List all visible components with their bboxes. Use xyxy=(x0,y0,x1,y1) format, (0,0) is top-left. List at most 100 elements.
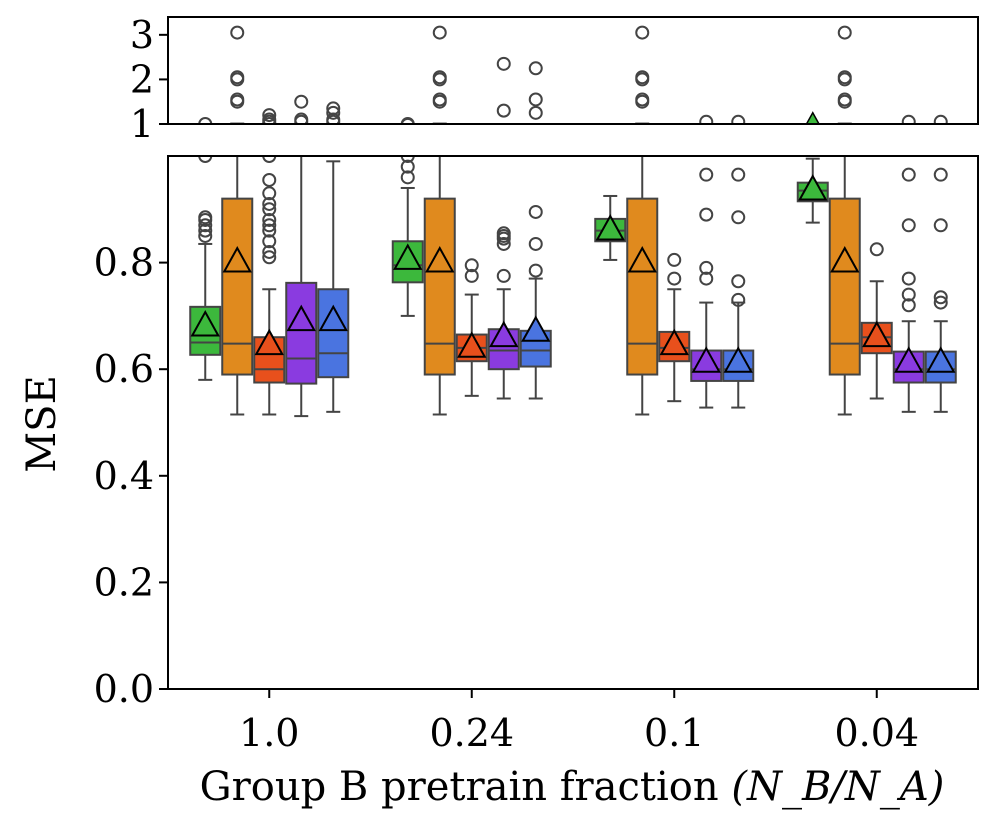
main-plot-area xyxy=(189,156,957,418)
outlier-top-g0-b4-2 xyxy=(326,105,341,120)
outlier-main-g0-b2-0 xyxy=(262,250,277,265)
outlier-top-g0-b2-12 xyxy=(262,112,277,124)
outlier-main-g3-b3-0 xyxy=(901,298,916,313)
axes-text: MSE Group B pretrain fraction (N_B/N_A) xyxy=(19,375,944,810)
outlier-top-g1-b1-4 xyxy=(432,25,447,40)
outlier-top-g0-b3-1 xyxy=(294,112,309,124)
mean-marker-g0-b4 xyxy=(318,304,348,332)
outlier-top-g2-b4-4 xyxy=(731,114,746,124)
outlier-top-g3-b4-4 xyxy=(933,114,948,124)
mean-marker-g3-b3 xyxy=(894,346,924,373)
top-panel: 123 xyxy=(130,13,979,146)
mean-marker-g1-b2 xyxy=(457,331,487,358)
y-tick-label-top-0: 1 xyxy=(130,102,154,146)
outlier-main-g0-b2-10 xyxy=(262,156,277,163)
main-panel: 0.0 0.2 0.4 0.6 0.8 1.0 0.24 0.1 0.04 xyxy=(94,155,979,755)
y-tick-label-main-2: 0.4 xyxy=(94,454,154,498)
outlier-top-g0-b1-3 xyxy=(230,70,245,85)
outlier-top-g3-b3-5 xyxy=(901,114,916,124)
box-g3-b1 xyxy=(828,197,861,376)
outlier-top-g0-b1-1 xyxy=(230,92,245,107)
outlier-main-g3-b4-3 xyxy=(933,167,948,182)
y-tick-label-main-1: 0.2 xyxy=(94,560,154,604)
x-axis-label-text: Group B pretrain fraction xyxy=(200,764,719,810)
mean-marker-g3-b1 xyxy=(830,246,860,273)
outlier-main-g0-b2-7 xyxy=(262,196,277,211)
y-tick-label-main-4: 0.8 xyxy=(94,241,154,285)
x-tick-label-2: 0.1 xyxy=(644,711,704,755)
mean-marker-g0-b3 xyxy=(286,304,316,332)
outlier-main-g1-b0-0 xyxy=(400,170,415,185)
outlier-top-g3-b1-4 xyxy=(837,25,852,40)
x-tick-label-3: 0.04 xyxy=(834,711,919,755)
outlier-top-g3-b1-3 xyxy=(837,70,852,85)
outlier-top-g3-b1-1 xyxy=(837,92,852,107)
outlier-main-g1-b3-4 xyxy=(496,226,511,241)
outlier-main-g0-b2-5 xyxy=(262,212,277,227)
outlier-top-g1-b4-3 xyxy=(528,105,543,120)
outlier-main-g1-b2-1 xyxy=(464,258,479,273)
mean-marker-g2-b1 xyxy=(627,246,657,273)
y-tick-label-top-2: 3 xyxy=(130,13,154,57)
outlier-main-g0-b0-2 xyxy=(198,218,213,233)
outlier-main-g2-b2-0 xyxy=(667,271,682,286)
mean-marker-g1-b0 xyxy=(393,243,423,270)
outlier-main-g1-b0-1 xyxy=(400,159,415,174)
mean-marker-g0-b0 xyxy=(190,309,220,337)
mean-marker-g1-b4 xyxy=(521,315,551,342)
mean-marker-g1-b1 xyxy=(425,246,455,273)
outlier-main-g2-b4-3 xyxy=(731,167,746,182)
outlier-top-g0-b3-2 xyxy=(294,94,309,109)
outlier-main-g1-b0-2 xyxy=(400,156,415,163)
mean-marker-top-g3-b0 xyxy=(805,111,820,124)
y-tick-label-top-1: 2 xyxy=(130,57,154,101)
y-tick-label-main-3: 0.6 xyxy=(94,347,154,391)
box-g0-b3 xyxy=(285,281,318,385)
outlier-main-g2-b3-3 xyxy=(699,167,714,182)
outlier-main-g1-b4-2 xyxy=(528,204,543,219)
outlier-main-g2-b4-1 xyxy=(731,274,746,289)
outlier-main-g2-b3-1 xyxy=(699,260,714,275)
outlier-main-g0-b2-2 xyxy=(262,234,277,249)
box-g0-b1 xyxy=(221,197,254,376)
outlier-main-g0-b2-8 xyxy=(262,186,277,201)
outlier-main-g0-b2-4 xyxy=(262,218,277,233)
mean-marker-g2-b4 xyxy=(723,346,753,373)
outlier-top-g1-b3-6 xyxy=(496,56,511,71)
outlier-top-g2-b3-4 xyxy=(699,114,714,124)
outlier-main-g1-b3-1 xyxy=(496,236,511,251)
outlier-main-g1-b4-0 xyxy=(528,263,543,278)
outlier-top-g2-b1-4 xyxy=(635,25,650,40)
mean-marker-g0-b2 xyxy=(254,328,284,356)
outlier-top-g1-b0-2 xyxy=(400,117,415,124)
mean-marker-g3-b0 xyxy=(798,174,828,201)
mean-marker-g2-b3 xyxy=(691,346,721,373)
mean-marker-g0-b1 xyxy=(222,246,252,273)
outlier-top-g2-b1-3 xyxy=(635,70,650,85)
box-g2-b1 xyxy=(626,197,659,376)
outlier-main-g3-b3-3 xyxy=(901,218,916,233)
outlier-top-g1-b3-5 xyxy=(496,103,511,118)
main-panel-frame xyxy=(167,155,979,690)
outlier-main-g0-b2-6 xyxy=(262,202,277,217)
outlier-top-g1-b4-5 xyxy=(528,61,543,76)
mean-marker-g2-b0 xyxy=(595,214,625,241)
outlier-main-g0-b0-4 xyxy=(198,210,213,225)
outlier-top-g2-b1-1 xyxy=(635,92,650,107)
mean-marker-g2-b2 xyxy=(659,328,689,356)
box-g0-b4 xyxy=(317,288,350,379)
outlier-main-g1-b3-0 xyxy=(496,268,511,283)
outlier-top-g0-b0-5 xyxy=(198,117,213,124)
mean-marker-g1-b3 xyxy=(489,320,519,348)
outlier-top-g0-b4-3 xyxy=(326,101,341,116)
outlier-main-g0-b0-0 xyxy=(198,228,213,243)
x-axis-label-math: (N_B/N_A) xyxy=(731,764,944,810)
outlier-main-g2-b2-1 xyxy=(667,252,682,267)
outlier-main-g1-b4-1 xyxy=(528,236,543,251)
outlier-main-g0-b2-1 xyxy=(262,244,277,259)
outlier-main-g2-b4-0 xyxy=(731,292,746,307)
outlier-main-g0-b0-5 xyxy=(198,156,213,163)
outlier-top-g0-b1-4 xyxy=(230,25,245,40)
